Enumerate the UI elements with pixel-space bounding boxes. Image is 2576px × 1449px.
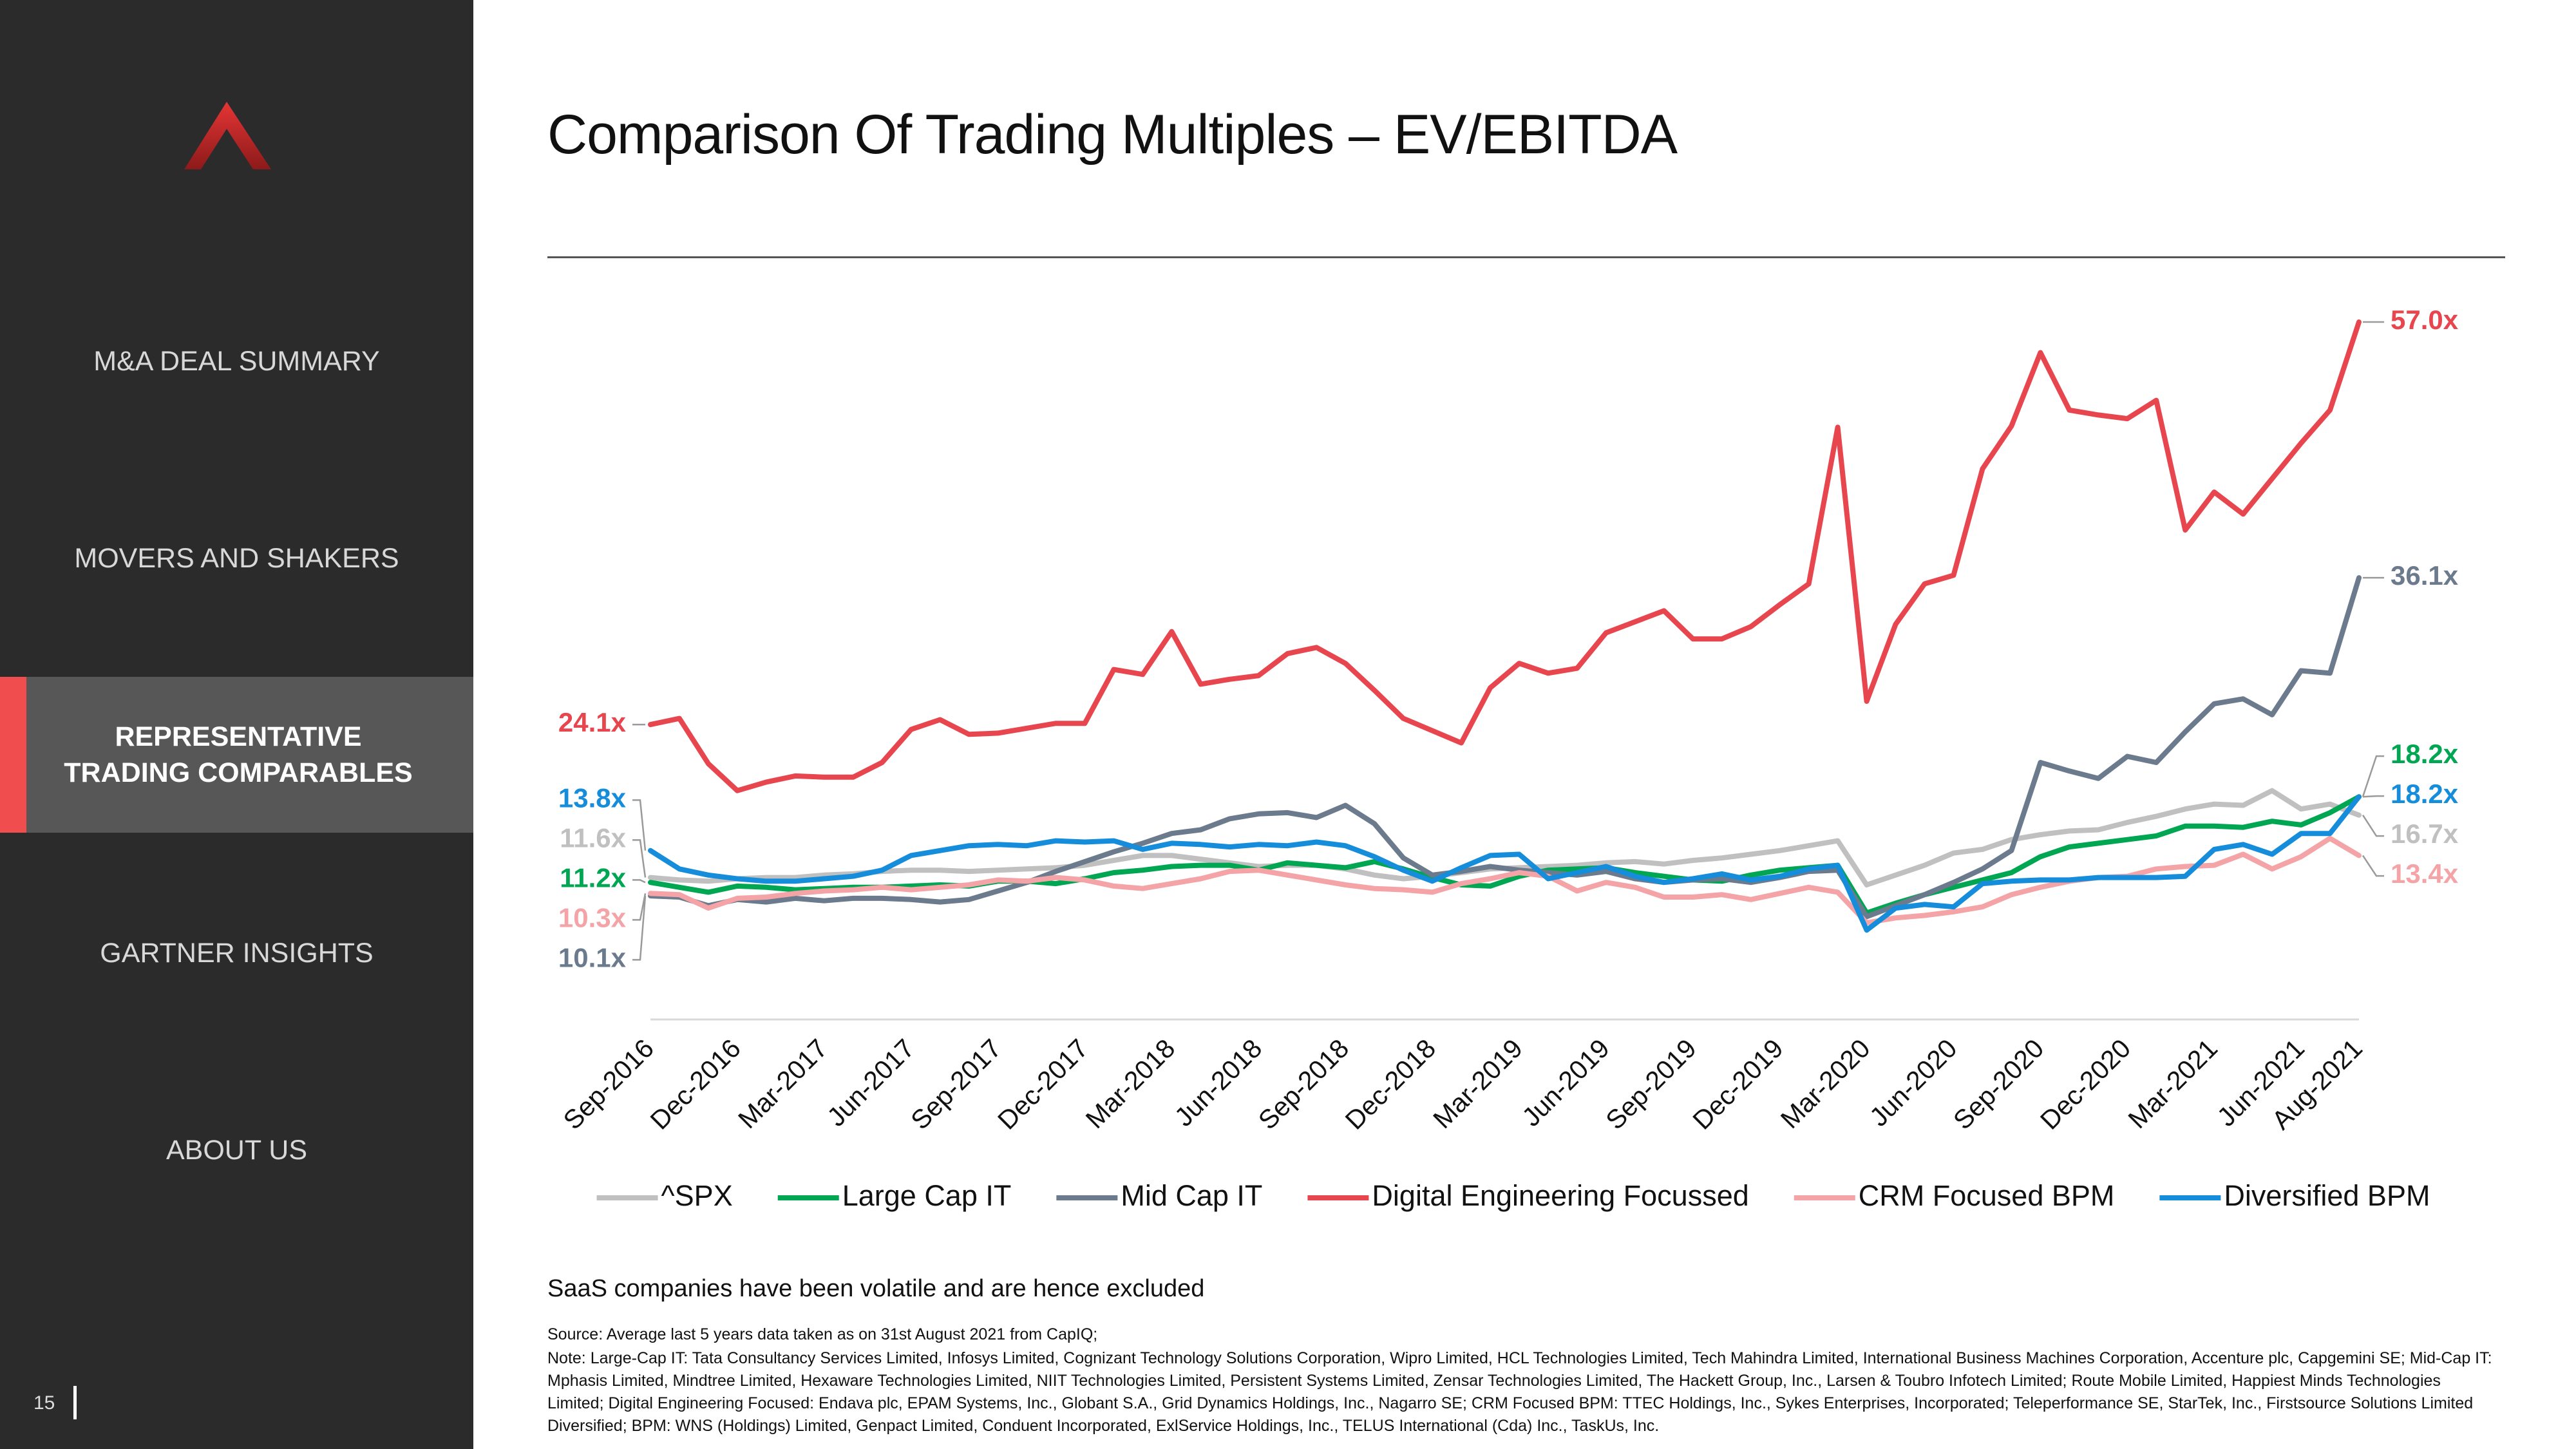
x-tick-label: Jun-2017: [821, 1033, 920, 1132]
data-label: 10.1x: [558, 942, 627, 972]
x-tick-label: Dec-2020: [2034, 1033, 2136, 1135]
legend-label: ^SPX: [661, 1179, 733, 1212]
nav-item-active[interactable]: REPRESENTATIVE TRADING COMPARABLES: [64, 721, 413, 788]
x-tick-label: Dec-2016: [645, 1033, 746, 1135]
logo: [184, 102, 271, 169]
active-band: [0, 677, 473, 833]
data-label: 16.7x: [2391, 819, 2459, 849]
x-tick-label: Sep-2016: [558, 1033, 659, 1135]
nav-item[interactable]: ABOUT US: [166, 1135, 308, 1166]
x-tick-label: Jun-2019: [1516, 1033, 1615, 1132]
legend-label: Large Cap IT: [842, 1179, 1012, 1212]
data-label: 57.0x: [2391, 305, 2459, 335]
series-line: [648, 794, 2362, 933]
x-tick-label: Dec-2018: [1340, 1033, 1441, 1135]
label-connector: [632, 879, 646, 884]
x-tick-label: Dec-2019: [1687, 1033, 1788, 1135]
title: Comparison Of Trading Multiples – EV/EBI…: [547, 104, 1678, 166]
note: Note: Large-Cap IT: Tata Consultancy Ser…: [547, 1349, 2492, 1435]
legend-label: CRM Focused BPM: [1859, 1179, 2115, 1212]
data-label: 13.4x: [2391, 858, 2459, 889]
divider: [547, 256, 2505, 258]
nav-item[interactable]: GARTNER INSIGHTS: [100, 938, 374, 969]
x-tick-label: Dec-2017: [992, 1033, 1094, 1135]
series-line: [648, 319, 2362, 793]
x-tick-label: Sep-2018: [1253, 1033, 1354, 1135]
x-tick-label: Mar-2020: [1775, 1033, 1876, 1134]
x-tick-label: Jun-2018: [1169, 1033, 1267, 1132]
data-label: 24.1x: [558, 707, 627, 737]
x-tick-label: Jun-2020: [1864, 1033, 1962, 1132]
legend-label: Digital Engineering Focussed: [1372, 1179, 1748, 1212]
source: Source: Average last 5 years data taken …: [547, 1325, 1098, 1343]
chart: Sep-2016Dec-2016Mar-2017Jun-2017Sep-2017…: [558, 305, 2459, 1212]
active-strip: [0, 677, 26, 833]
x-tick-label: Mar-2019: [1427, 1033, 1528, 1134]
legend-label: Diversified BPM: [2224, 1179, 2430, 1212]
sidebar: M&A DEAL SUMMARY MOVERS AND SHAKERS REPR…: [0, 0, 473, 1449]
x-tick-label: Sep-2020: [1947, 1033, 2049, 1135]
page-number: 15: [33, 1392, 55, 1414]
label-connector: [2362, 795, 2384, 798]
legend: ^SPX Large Cap IT Mid Cap IT Digital Engine…: [596, 1179, 2430, 1212]
x-tick-label: Mar-2018: [1080, 1033, 1181, 1134]
label-connector: [2362, 755, 2384, 797]
data-label: 11.6x: [560, 822, 626, 853]
data-label: 10.3x: [558, 902, 627, 933]
x-tick-label: Mar-2017: [732, 1033, 833, 1134]
subtitle: SaaS companies have been volatile and ar…: [547, 1275, 1205, 1302]
data-label: 36.1x: [2391, 560, 2459, 591]
legend-label: Mid Cap IT: [1121, 1179, 1262, 1212]
label-connector: [632, 839, 647, 878]
page-bar: [73, 1386, 77, 1419]
data-label: 11.2x: [560, 862, 626, 893]
label-connector: [2362, 855, 2384, 877]
nav-item[interactable]: MOVERS AND SHAKERS: [74, 543, 399, 574]
nav-item[interactable]: M&A DEAL SUMMARY: [93, 346, 380, 377]
series-line: [648, 794, 2362, 916]
data-label: 13.8x: [558, 782, 627, 813]
logo-mark: [184, 102, 271, 169]
label-connector: [632, 799, 647, 851]
x-tick-label: Mar-2021: [2123, 1033, 2224, 1134]
series-line: [648, 575, 2362, 920]
x-tick-label: Sep-2019: [1600, 1033, 1702, 1135]
label-connector: [2362, 815, 2384, 837]
label-connector: [632, 893, 647, 921]
x-tick-label: Sep-2017: [905, 1033, 1007, 1135]
data-label: 18.2x: [2391, 739, 2459, 769]
label-connector: [632, 895, 647, 961]
data-label: 18.2x: [2391, 779, 2459, 809]
